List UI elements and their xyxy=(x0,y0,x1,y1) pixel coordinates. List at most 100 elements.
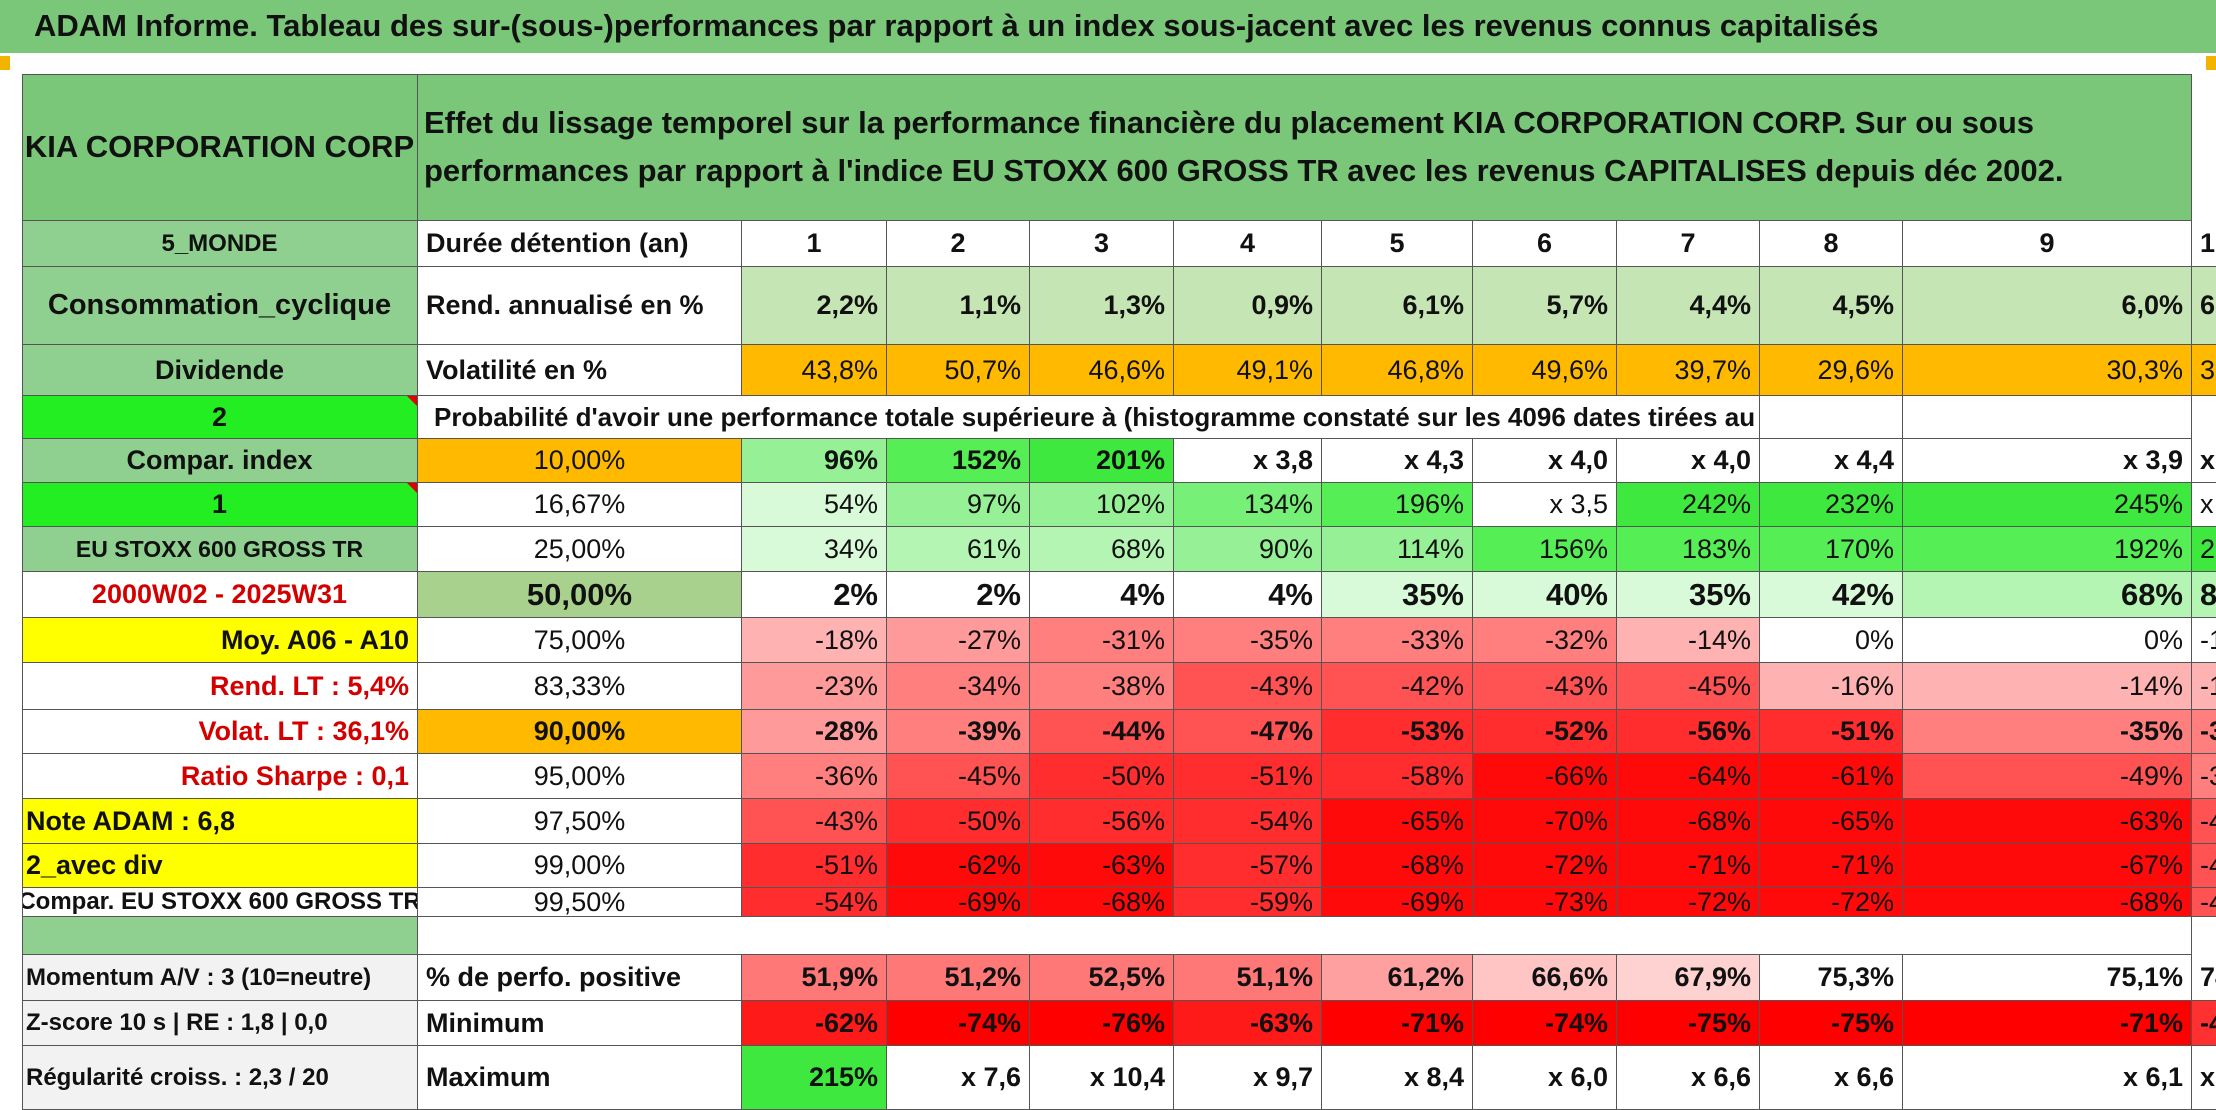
percentile-value: -43% xyxy=(1473,663,1617,710)
minimum-cell: -76% xyxy=(1030,1001,1174,1046)
positive-perf-cell: 67,9% xyxy=(1617,955,1760,1001)
percentile-value: 0% xyxy=(1903,618,2192,663)
percentile-value: -65% xyxy=(1322,799,1473,844)
row-label-duration: Durée détention (an) xyxy=(418,221,742,267)
percentile-value: -45% xyxy=(887,754,1030,799)
positive-perf-cell: 51,1% xyxy=(1174,955,1322,1001)
summary-row-label: Maximum xyxy=(418,1046,742,1110)
maximum-cell: 215% xyxy=(742,1046,887,1110)
summary-side-label: Momentum A/V : 3 (10=neutre) xyxy=(22,955,418,1001)
side-label: 5_MONDE xyxy=(22,221,418,267)
percentile-value: 97% xyxy=(887,483,1030,527)
volatility-cell: 39,7% xyxy=(1617,345,1760,396)
minimum-cell: -75% xyxy=(1617,1001,1760,1046)
minimum-cell: -75% xyxy=(1760,1001,1903,1046)
percentile-value: -45% xyxy=(2192,888,2216,917)
corner-marker xyxy=(2206,56,2216,70)
volatility-cell: 46,8% xyxy=(1322,345,1473,396)
row-label-return: Rend. annualisé en % xyxy=(418,267,742,345)
percentile-value: -69% xyxy=(1322,888,1473,917)
percentile-value: -58% xyxy=(1322,754,1473,799)
side-label: 2 xyxy=(22,396,418,439)
maximum-cell: x 6,0 xyxy=(1473,1046,1617,1110)
percentile-value: -18% xyxy=(742,618,887,663)
spacer-cell xyxy=(418,917,2192,955)
side-label: Rend. LT : 5,4% xyxy=(22,663,418,710)
minimum-cell: -71% xyxy=(1903,1001,2192,1046)
percentile-value: -67% xyxy=(1903,844,2192,888)
percentile-value: x 4,3 xyxy=(1322,439,1473,483)
percentile-value: -51% xyxy=(1760,710,1903,754)
percentile-value: 134% xyxy=(1174,483,1322,527)
percentile-value: 68% xyxy=(1030,527,1174,572)
percentile-value: -38% xyxy=(2192,754,2216,799)
percentile-value: 68% xyxy=(1903,572,2192,618)
volatility-cell: 49,1% xyxy=(1174,345,1322,396)
percentile-label: 83,33% xyxy=(418,663,742,710)
minimum-cell: -74% xyxy=(887,1001,1030,1046)
minimum-cell: -74% xyxy=(1473,1001,1617,1046)
year-header: 1 xyxy=(742,221,887,267)
performance-table: KIA CORPORATION CORP Effet du lissage tem… xyxy=(22,74,2216,1110)
percentile-value: -51% xyxy=(742,844,887,888)
year-header: 9 xyxy=(1903,221,2192,267)
maximum-cell: x 6,6 xyxy=(1617,1046,1760,1110)
year-header: 10 xyxy=(2192,221,2216,267)
side-label: 2000W02 - 2025W31 xyxy=(22,572,418,618)
percentile-value: -72% xyxy=(1473,844,1617,888)
year-header: 5 xyxy=(1322,221,1473,267)
percentile-value: -49% xyxy=(1903,754,2192,799)
percentile-value: 201% xyxy=(1030,439,1174,483)
percentile-value: -53% xyxy=(1322,710,1473,754)
annual-return-cell: 1,3% xyxy=(1030,267,1174,345)
percentile-label: 10,00% xyxy=(418,439,742,483)
percentile-value: -42% xyxy=(1322,663,1473,710)
percentile-label: 95,00% xyxy=(418,754,742,799)
percentile-value: 170% xyxy=(1760,527,1903,572)
maximum-cell: x 8,2 xyxy=(2192,1046,2216,1110)
year-header: 6 xyxy=(1473,221,1617,267)
percentile-label: 75,00% xyxy=(418,618,742,663)
percentile-value: 242% xyxy=(1617,483,1760,527)
percentile-label: 50,00% xyxy=(418,572,742,618)
percentile-value: -51% xyxy=(1174,754,1322,799)
volatility-cell: 49,6% xyxy=(1473,345,1617,396)
percentile-value: 42% xyxy=(1760,572,1903,618)
percentile-value: -63% xyxy=(1030,844,1174,888)
percentile-value: -50% xyxy=(887,799,1030,844)
minimum-cell: -71% xyxy=(1322,1001,1473,1046)
percentile-value: -1% xyxy=(2192,618,2216,663)
percentile-value: -61% xyxy=(1760,754,1903,799)
minimum-cell: -63% xyxy=(1174,1001,1322,1046)
year-header: 7 xyxy=(1617,221,1760,267)
percentile-value: -50% xyxy=(1030,754,1174,799)
summary-row-label: Minimum xyxy=(418,1001,742,1046)
percentile-value: -47% xyxy=(1174,710,1322,754)
percentile-value: -63% xyxy=(1903,799,2192,844)
summary-row-label: % de perfo. positive xyxy=(418,955,742,1001)
report-title: ADAM Informe. Tableau des sur-(sous-)per… xyxy=(34,8,1879,43)
row-label-volatility: Volatilité en % xyxy=(418,345,742,396)
percentile-value: 2% xyxy=(742,572,887,618)
volatility-cell: 50,7% xyxy=(887,345,1030,396)
percentile-value: -68% xyxy=(1903,888,2192,917)
side-label: Volat. LT : 36,1% xyxy=(22,710,418,754)
summary-side-label: Z-score 10 s | RE : 1,8 | 0,0 xyxy=(22,1001,418,1046)
percentile-value: 4% xyxy=(1174,572,1322,618)
percentile-value: x 3,9 xyxy=(1903,439,2192,483)
positive-perf-cell: 51,9% xyxy=(742,955,887,1001)
percentile-value: 40% xyxy=(1473,572,1617,618)
percentile-value: -68% xyxy=(1030,888,1174,917)
percentile-value: 196% xyxy=(1322,483,1473,527)
maximum-cell: x 9,7 xyxy=(1174,1046,1322,1110)
minimum-cell: -62% xyxy=(742,1001,887,1046)
positive-perf-cell: 75,3% xyxy=(1760,955,1903,1001)
probability-caption: Probabilité d'avoir une performance tota… xyxy=(418,396,1760,439)
percentile-value: -72% xyxy=(1760,888,1903,917)
year-header: 3 xyxy=(1030,221,1174,267)
percentile-value: -23% xyxy=(742,663,887,710)
report-description: Effet du lissage temporel sur la perform… xyxy=(418,74,2192,221)
percentile-value: -44% xyxy=(2192,844,2216,888)
percentile-value: 102% xyxy=(1030,483,1174,527)
percentile-value: -56% xyxy=(1030,799,1174,844)
